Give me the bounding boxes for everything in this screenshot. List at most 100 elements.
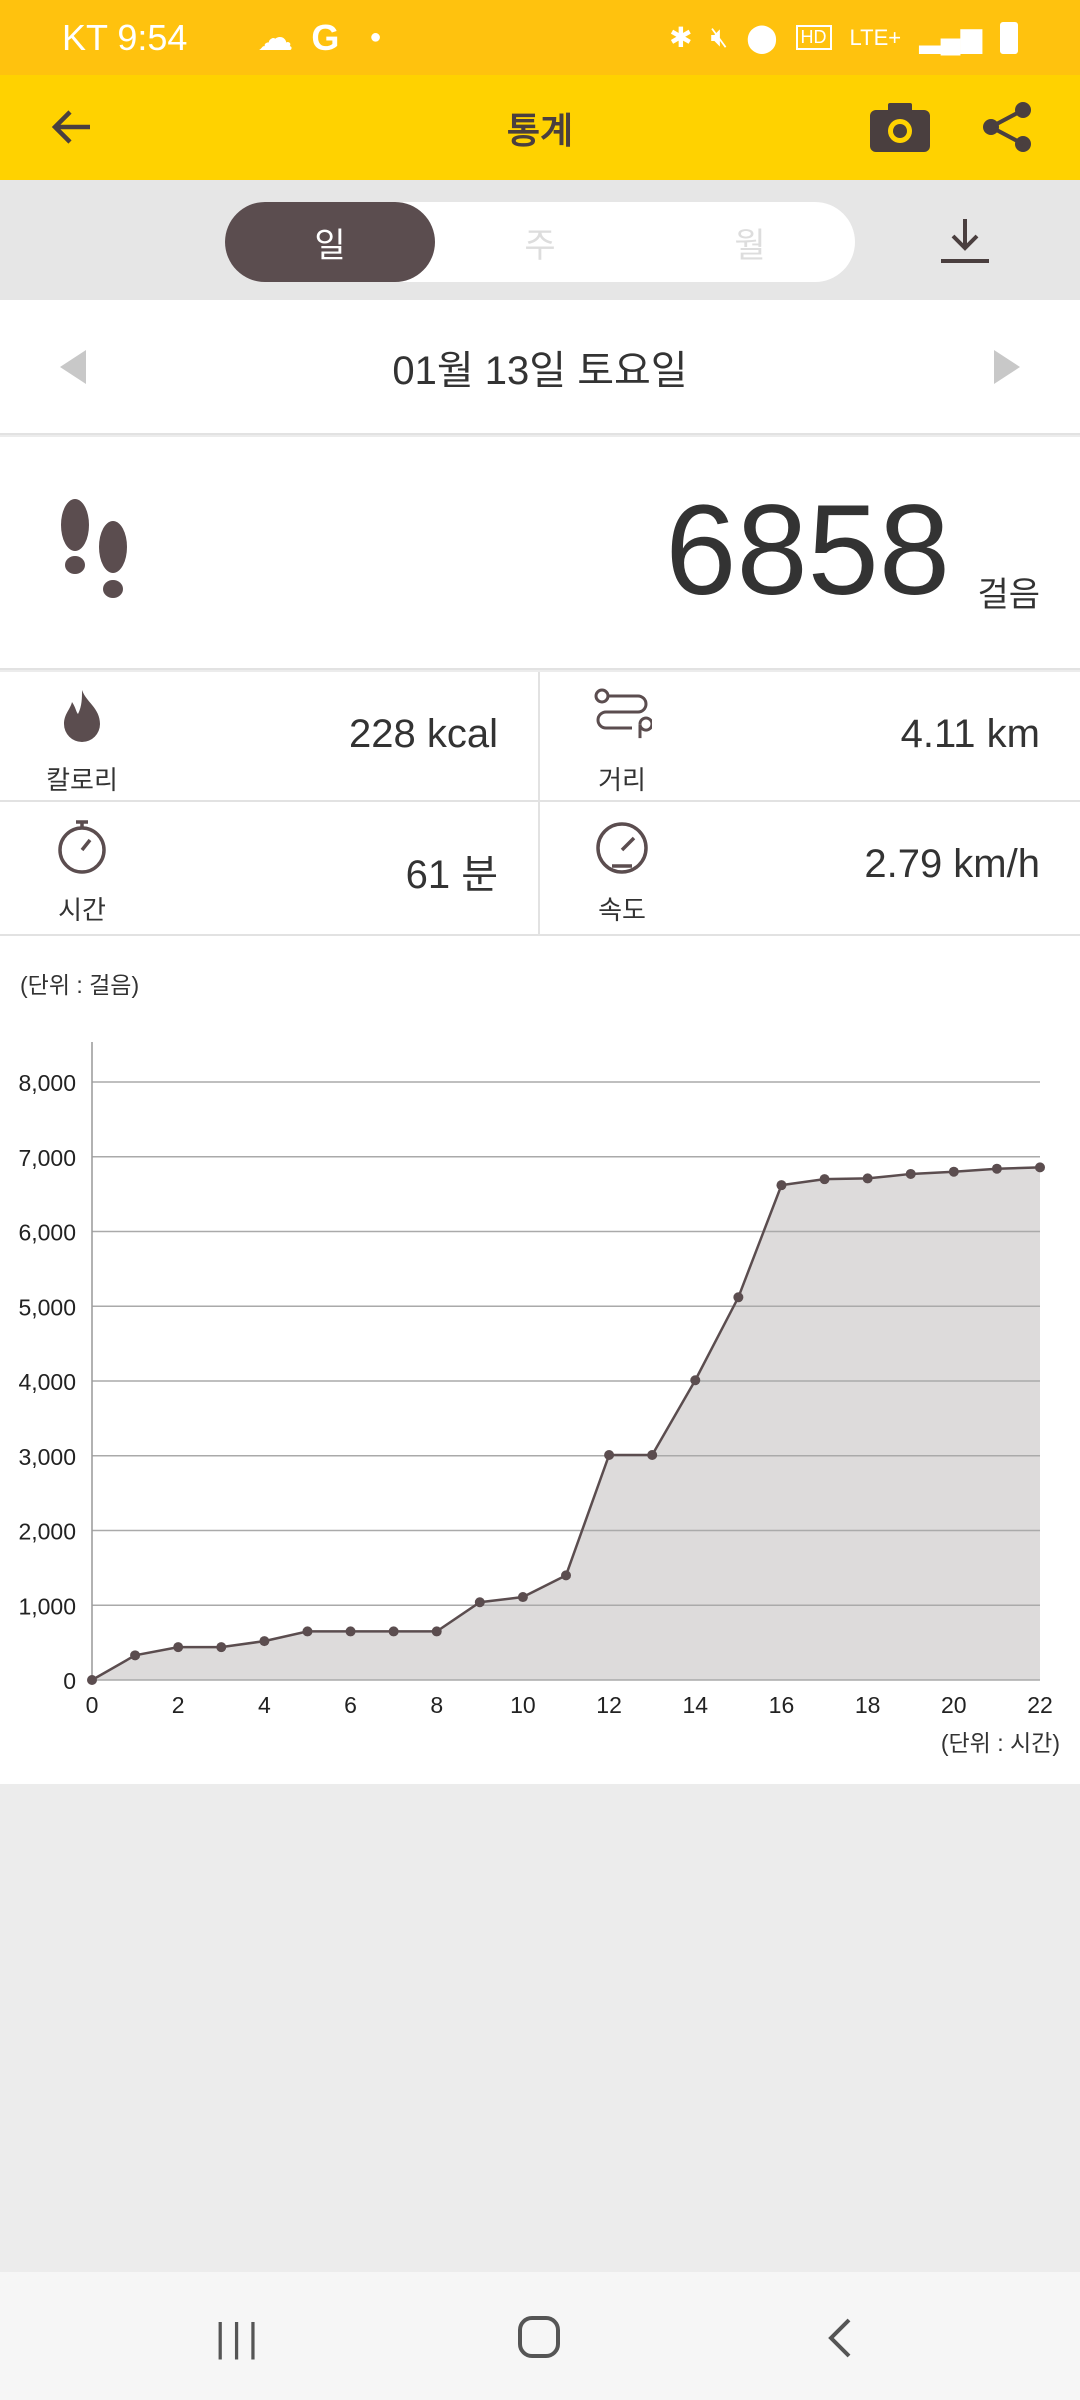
page-title: 통계 bbox=[506, 109, 574, 151]
y-tick-label: 6,000 bbox=[18, 1220, 76, 1246]
steps-chart: (단위 : 걸음) 0 1,000 2,000 3,000 4,000 5,000 6,00… bbox=[0, 936, 1080, 1784]
bluetooth-icon: ✱ bbox=[669, 22, 693, 53]
data-point bbox=[173, 1642, 184, 1653]
y-tick-label: 0 bbox=[63, 1668, 76, 1694]
status-bar: KT 9:54 ☁ G ● ✱ 🔇︎ ⬤ HD LTE+ ▂▄▆ bbox=[0, 0, 1080, 75]
next-day-button[interactable] bbox=[994, 350, 1020, 384]
data-point bbox=[345, 1626, 356, 1637]
y-tick-label: 3,000 bbox=[18, 1444, 76, 1470]
y-tick-label: 5,000 bbox=[18, 1294, 76, 1320]
data-point bbox=[776, 1180, 787, 1191]
signal-icon: ▂▄▆ bbox=[919, 22, 982, 53]
route-icon bbox=[594, 688, 652, 739]
stat-label: 거리 bbox=[598, 765, 646, 795]
x-tick-label: 18 bbox=[855, 1692, 881, 1718]
speedometer-icon bbox=[596, 822, 648, 874]
data-point bbox=[517, 1592, 528, 1603]
date-label: 01월 13일 토요일 bbox=[392, 348, 688, 393]
download-icon bbox=[941, 219, 989, 263]
carrier-time: KT 9:54 bbox=[62, 16, 188, 58]
y-tick-label: 4,000 bbox=[18, 1369, 76, 1395]
stat-time: 시간 61 분 bbox=[0, 802, 540, 936]
location-icon: ⬤ bbox=[746, 22, 778, 53]
stat-label: 시간 bbox=[58, 895, 106, 925]
x-tick-label: 20 bbox=[941, 1692, 967, 1718]
stat-value: 4.11 km bbox=[900, 712, 1040, 756]
step-count: 6858 bbox=[665, 479, 950, 622]
footprints-icon bbox=[61, 499, 127, 598]
cloud-icon: ☁ bbox=[257, 16, 294, 58]
stat-value: 228 kcal bbox=[349, 712, 498, 756]
x-tick-label: 0 bbox=[86, 1692, 99, 1718]
app-header: 통계 bbox=[0, 75, 1080, 180]
data-point bbox=[474, 1597, 485, 1608]
camera-button[interactable] bbox=[868, 95, 932, 159]
data-point bbox=[216, 1642, 227, 1653]
data-point bbox=[561, 1570, 571, 1581]
x-tick-label: 10 bbox=[510, 1692, 536, 1718]
data-point bbox=[905, 1168, 916, 1179]
data-point bbox=[948, 1166, 959, 1177]
tab-month[interactable]: 월 bbox=[734, 226, 766, 265]
chart-svg: 0 1,000 2,000 3,000 4,000 5,000 6,000 7,000 8,00… bbox=[18, 1042, 1053, 1718]
x-tick-label: 12 bbox=[596, 1692, 622, 1718]
stat-value: 2.79 km/h bbox=[864, 842, 1040, 886]
data-point bbox=[87, 1675, 97, 1685]
stat-calories: 칼로리 228 kcal bbox=[0, 672, 540, 802]
flame-icon bbox=[64, 690, 100, 742]
area-fill bbox=[92, 1167, 1040, 1680]
data-point bbox=[259, 1636, 270, 1647]
period-tab-bar: 일 주 월 bbox=[0, 180, 1080, 300]
data-point bbox=[1035, 1162, 1045, 1173]
data-point bbox=[431, 1626, 442, 1637]
data-point bbox=[302, 1626, 313, 1637]
tab-day[interactable]: 일 bbox=[225, 202, 435, 282]
x-tick-label: 16 bbox=[769, 1692, 795, 1718]
camera-icon bbox=[870, 103, 930, 152]
back-arrow-icon bbox=[51, 110, 90, 144]
x-tick-label: 22 bbox=[1027, 1692, 1053, 1718]
lte-icon: LTE+ bbox=[849, 24, 902, 50]
data-point bbox=[604, 1450, 615, 1461]
y-unit-label: (단위 : 걸음) bbox=[20, 972, 140, 998]
stat-value: 61 분 bbox=[405, 853, 498, 897]
x-tick-label: 4 bbox=[258, 1692, 271, 1718]
y-tick-label: 8,000 bbox=[18, 1070, 76, 1096]
data-point bbox=[733, 1292, 744, 1303]
data-point bbox=[690, 1375, 701, 1386]
stat-label: 속도 bbox=[598, 895, 646, 925]
download-button[interactable] bbox=[935, 215, 995, 265]
x-tick-label: 2 bbox=[172, 1692, 185, 1718]
stopwatch-icon bbox=[58, 820, 106, 874]
y-tick-label: 2,000 bbox=[18, 1519, 76, 1545]
home-button[interactable] bbox=[518, 2316, 560, 2358]
share-button[interactable] bbox=[975, 95, 1039, 159]
system-nav-bar: ||| bbox=[0, 2272, 1080, 2400]
stats-grid: 칼로리 228 kcal 거리 4.11 km 시간 61 분 속도 2.79 … bbox=[0, 672, 1080, 936]
back-nav-button[interactable] bbox=[825, 2316, 855, 2360]
battery-icon bbox=[1000, 21, 1018, 54]
data-point bbox=[130, 1650, 141, 1661]
step-unit: 걸음 bbox=[977, 576, 1040, 614]
prev-day-button[interactable] bbox=[60, 350, 86, 384]
data-point bbox=[862, 1173, 873, 1184]
stat-speed: 속도 2.79 km/h bbox=[540, 802, 1080, 936]
x-unit-label: (단위 : 시간) bbox=[940, 1730, 1060, 1756]
x-tick-label: 14 bbox=[682, 1692, 708, 1718]
data-point bbox=[819, 1174, 830, 1185]
google-icon: G bbox=[311, 16, 340, 58]
y-tick-label: 7,000 bbox=[18, 1145, 76, 1171]
mute-icon: 🔇︎ bbox=[710, 21, 729, 52]
data-point bbox=[647, 1450, 658, 1461]
data-point bbox=[991, 1163, 1002, 1174]
dot-icon: ● bbox=[369, 26, 382, 48]
x-tick-label: 6 bbox=[344, 1692, 357, 1718]
y-tick-label: 1,000 bbox=[18, 1593, 76, 1619]
recent-apps-button[interactable]: ||| bbox=[215, 2316, 265, 2360]
back-button[interactable] bbox=[40, 95, 104, 159]
x-tick-label: 8 bbox=[430, 1692, 443, 1718]
date-navigator: 01월 13일 토요일 bbox=[0, 300, 1080, 435]
tab-week[interactable]: 주 bbox=[524, 226, 556, 265]
share-icon bbox=[983, 102, 1031, 152]
hd-icon: HD bbox=[795, 25, 832, 50]
